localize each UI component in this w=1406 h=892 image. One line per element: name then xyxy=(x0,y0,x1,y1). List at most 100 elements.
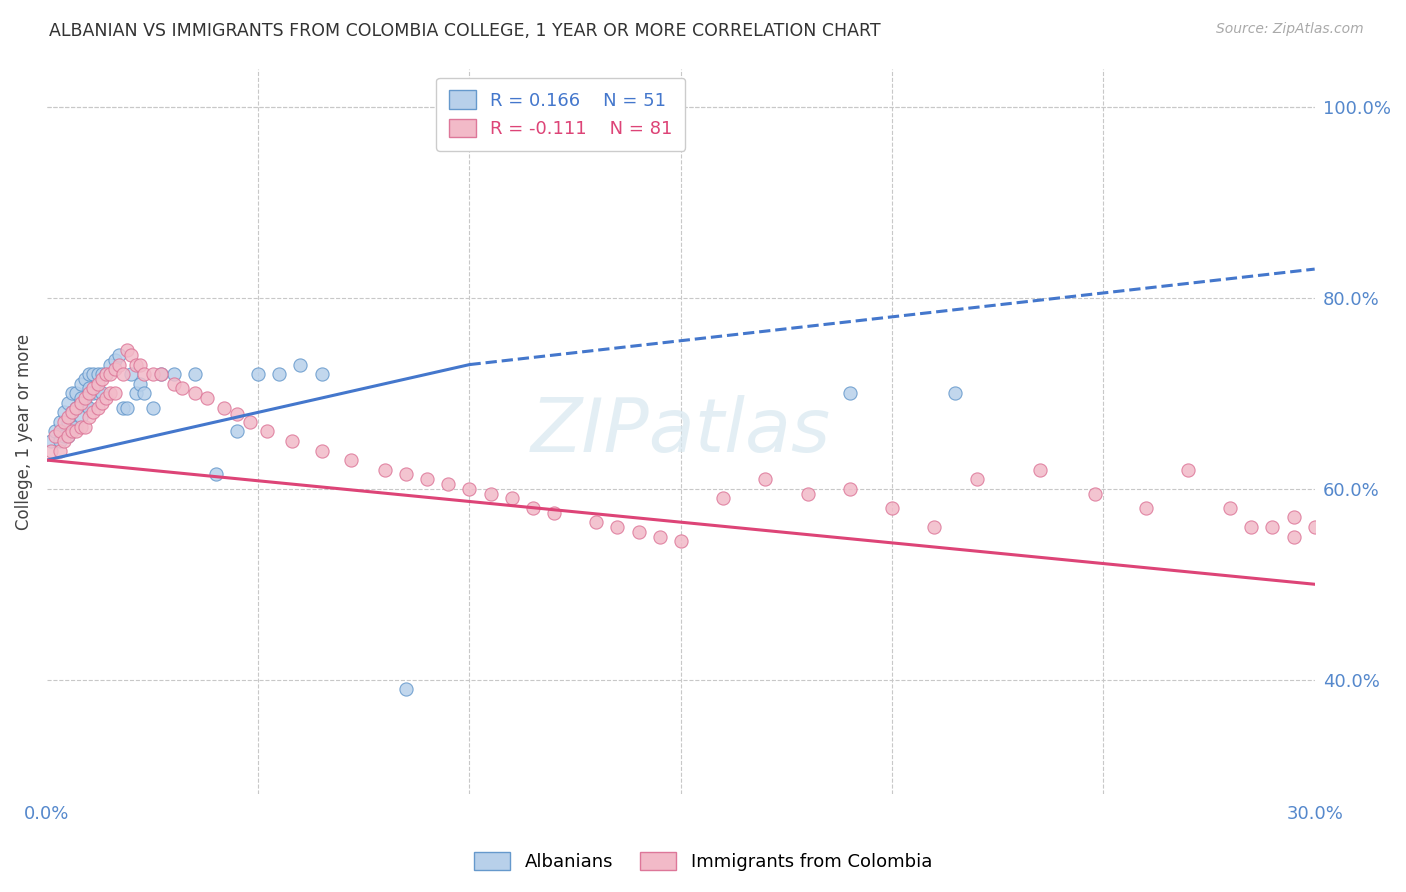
Point xyxy=(141,401,163,415)
Point xyxy=(90,386,112,401)
Point xyxy=(247,367,270,381)
Point xyxy=(56,410,79,425)
Point xyxy=(48,443,70,458)
Point xyxy=(124,386,146,401)
Point xyxy=(77,401,100,415)
Point xyxy=(120,367,142,381)
Point xyxy=(395,682,418,697)
Point xyxy=(82,382,104,396)
Point xyxy=(479,486,502,500)
Point xyxy=(340,453,363,467)
Point xyxy=(141,367,163,381)
Point xyxy=(606,520,628,534)
Point xyxy=(197,391,219,405)
Point xyxy=(132,367,155,381)
Point xyxy=(1282,529,1305,543)
Point xyxy=(437,477,460,491)
Point xyxy=(52,405,75,419)
Point xyxy=(60,386,83,401)
Point xyxy=(124,358,146,372)
Point xyxy=(311,367,333,381)
Point xyxy=(1303,520,1326,534)
Point xyxy=(627,524,650,539)
Point xyxy=(52,434,75,448)
Point xyxy=(94,367,117,381)
Point xyxy=(90,367,112,381)
Point xyxy=(374,463,396,477)
Point xyxy=(69,396,91,410)
Point xyxy=(56,429,79,443)
Point xyxy=(82,405,104,419)
Point xyxy=(128,358,150,372)
Point xyxy=(69,410,91,425)
Point xyxy=(98,367,121,381)
Point xyxy=(94,391,117,405)
Point xyxy=(115,343,138,358)
Point xyxy=(184,386,207,401)
Point xyxy=(60,405,83,419)
Point xyxy=(56,396,79,410)
Point xyxy=(65,401,87,415)
Point xyxy=(1240,520,1263,534)
Point xyxy=(1219,500,1241,515)
Point xyxy=(60,425,83,439)
Point xyxy=(522,500,544,515)
Point xyxy=(86,367,108,381)
Point xyxy=(1177,463,1199,477)
Point xyxy=(56,415,79,429)
Point xyxy=(90,396,112,410)
Point xyxy=(73,391,96,405)
Point xyxy=(98,358,121,372)
Point xyxy=(65,425,87,439)
Point xyxy=(132,386,155,401)
Point xyxy=(107,358,129,372)
Point xyxy=(1261,520,1284,534)
Point xyxy=(77,382,100,396)
Point xyxy=(281,434,304,448)
Y-axis label: College, 1 year or more: College, 1 year or more xyxy=(15,334,32,530)
Point xyxy=(77,367,100,381)
Point xyxy=(60,405,83,419)
Point xyxy=(1135,500,1157,515)
Point xyxy=(90,372,112,386)
Point xyxy=(585,515,607,529)
Point xyxy=(98,386,121,401)
Point xyxy=(94,367,117,381)
Point xyxy=(82,386,104,401)
Point xyxy=(44,429,66,443)
Legend: R = 0.166    N = 51, R = -0.111    N = 81: R = 0.166 N = 51, R = -0.111 N = 81 xyxy=(436,78,686,151)
Point xyxy=(648,529,671,543)
Point xyxy=(1084,486,1107,500)
Point xyxy=(48,415,70,429)
Point xyxy=(86,386,108,401)
Point xyxy=(103,386,125,401)
Point xyxy=(1282,510,1305,524)
Point xyxy=(73,419,96,434)
Point xyxy=(205,467,228,482)
Point xyxy=(838,386,860,401)
Point xyxy=(501,491,523,506)
Point xyxy=(77,386,100,401)
Text: ALBANIAN VS IMMIGRANTS FROM COLOMBIA COLLEGE, 1 YEAR OR MORE CORRELATION CHART: ALBANIAN VS IMMIGRANTS FROM COLOMBIA COL… xyxy=(49,22,880,40)
Point xyxy=(290,358,312,372)
Point xyxy=(226,407,249,421)
Point xyxy=(458,482,481,496)
Point xyxy=(52,415,75,429)
Point xyxy=(77,410,100,425)
Point xyxy=(65,386,87,401)
Point xyxy=(39,434,62,448)
Point xyxy=(150,367,173,381)
Point xyxy=(880,500,903,515)
Point xyxy=(52,429,75,443)
Point xyxy=(48,434,70,448)
Point xyxy=(416,472,439,486)
Point xyxy=(945,386,967,401)
Point xyxy=(838,482,860,496)
Point xyxy=(69,391,91,405)
Point xyxy=(311,443,333,458)
Point xyxy=(796,486,818,500)
Point xyxy=(239,415,262,429)
Point xyxy=(184,367,207,381)
Point xyxy=(111,367,134,381)
Point xyxy=(69,376,91,391)
